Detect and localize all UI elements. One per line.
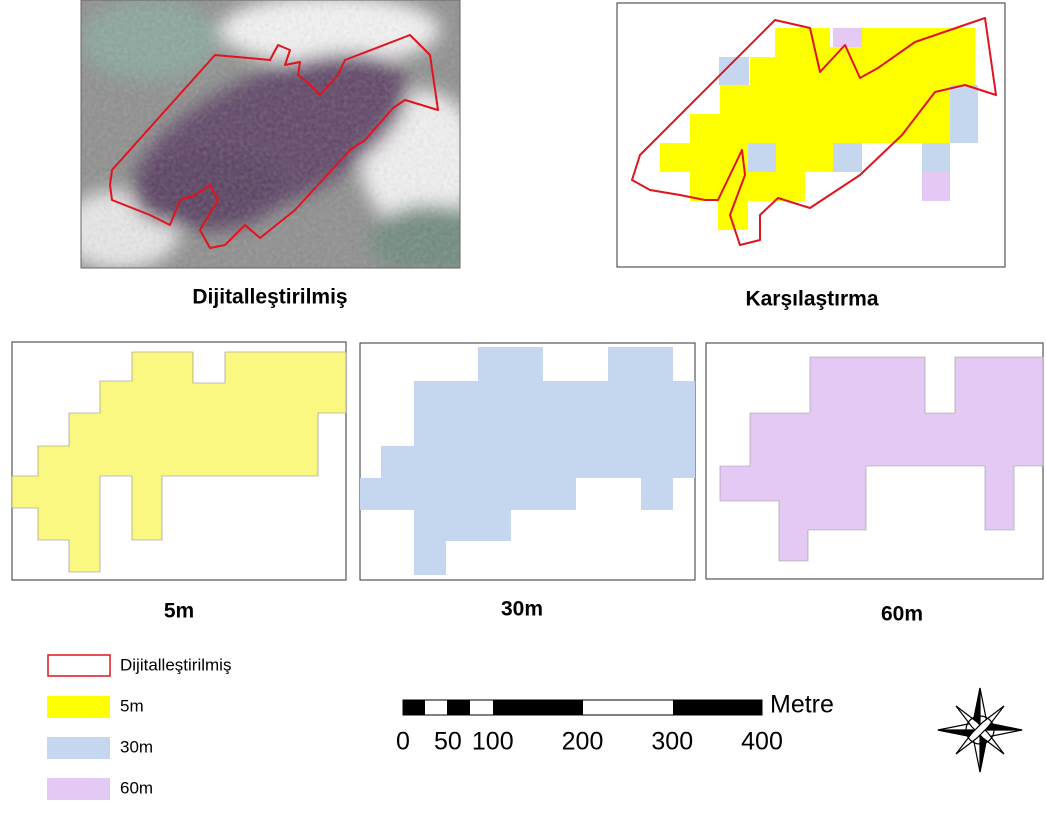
scale-label: 100 [472, 728, 514, 756]
scale-label: 200 [562, 728, 604, 756]
caption: 60m [881, 603, 923, 626]
scale-label: 0 [396, 728, 410, 756]
legend-label: 30m [120, 737, 153, 756]
caption: Dijitalleştirilmiş [192, 286, 347, 309]
legend-label: Dijitalleştirilmiş [120, 655, 231, 674]
panel-5m [12, 342, 346, 580]
caption: 30m [501, 598, 543, 621]
scale-label: 50 [434, 728, 462, 756]
panel-60m [706, 343, 1043, 579]
scale-label: 300 [651, 728, 693, 756]
scale-bar: Metre 0 50 100 200 300 400 [396, 691, 834, 756]
legend: Dijitalleştirilmiş 5m 30m 60m [47, 655, 231, 800]
legend-label: 60m [120, 778, 153, 797]
panel-30m [360, 343, 695, 580]
legend-label: 5m [120, 696, 144, 715]
comparison-panel [617, 3, 1005, 267]
satellite-panel [60, 0, 490, 275]
figure: Dijitalleştirilmiş Karşılaştırma 5m 30m … [0, 0, 1046, 814]
caption: 5m [164, 600, 194, 623]
scale-label: 400 [741, 728, 783, 756]
north-arrow [938, 688, 1022, 772]
scale-unit: Metre [770, 691, 834, 719]
caption: Karşılaştırma [745, 288, 878, 311]
